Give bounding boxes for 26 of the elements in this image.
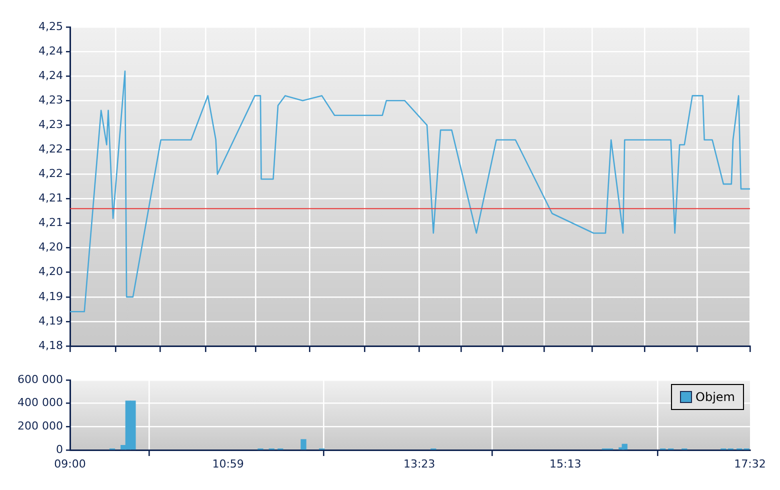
y-tick-label: 4,21 bbox=[38, 192, 63, 205]
y-tick-label: 4,24 bbox=[38, 44, 63, 58]
y-tick-label: 4,24 bbox=[38, 68, 63, 82]
x-tick-label: 15:13 bbox=[550, 457, 582, 470]
x-tick-label: 17:32 bbox=[734, 457, 766, 470]
y-tick-label: 400 000 bbox=[18, 396, 63, 410]
y-tick-label: 600 000 bbox=[18, 372, 63, 386]
y-tick-label: 4,22 bbox=[38, 167, 63, 180]
y-tick-label: 4,21 bbox=[38, 216, 63, 230]
x-tick-label: 09:00 bbox=[54, 457, 86, 470]
y-tick-label: 4,18 bbox=[38, 338, 63, 352]
y-tick-label: 4,20 bbox=[38, 265, 63, 278]
y-tick-label: 4,23 bbox=[38, 93, 63, 106]
bar bbox=[622, 444, 628, 450]
x-tick-label: 10:59 bbox=[212, 457, 244, 470]
x-tick-label: 13:23 bbox=[403, 457, 436, 470]
y-tick-label: 4,19 bbox=[38, 314, 63, 328]
y-tick-label: 4,25 bbox=[38, 20, 63, 33]
y-tick-label: 4,23 bbox=[38, 118, 63, 132]
y-tick-label: 4,19 bbox=[38, 290, 63, 303]
y-tick-label: 200 000 bbox=[18, 420, 63, 433]
y-tick-label: 0 bbox=[56, 442, 63, 456]
y-tick-label: 4,20 bbox=[38, 240, 63, 254]
y-tick-label: 4,22 bbox=[38, 142, 63, 156]
bar bbox=[300, 439, 306, 450]
legend-label: Objem bbox=[696, 390, 735, 404]
